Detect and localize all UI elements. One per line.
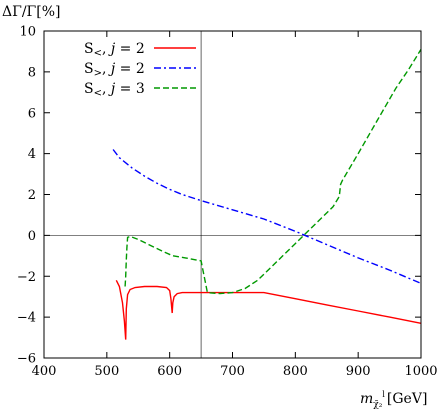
y-tick-label: 2: [28, 188, 36, 203]
legend-label-3: S<, j = 3: [84, 81, 145, 99]
y-tick-label: −4: [17, 311, 36, 326]
series-line-3: [124, 49, 422, 295]
plot-frame: [43, 30, 422, 359]
x-tick-label: 500: [94, 364, 119, 379]
series-line-2: [112, 149, 422, 285]
axis-ticks: 400 500 600 700 800 900 1000 −6 −4 −2 0 2 4 6 8 10: [17, 25, 438, 380]
plot-border: [43, 30, 422, 359]
y-tick-label: 8: [28, 65, 36, 80]
y-tick-label: −2: [17, 270, 36, 285]
y-tick-label: 4: [28, 147, 36, 162]
y-tick-label: −6: [17, 352, 36, 367]
series-lines: [112, 49, 422, 340]
series-line-1: [115, 279, 422, 340]
x-tick-label: 400: [32, 364, 57, 379]
x-tick-label: 800: [283, 364, 308, 379]
legend-label-2: S>, j = 2: [84, 61, 145, 79]
y-tick-label: 10: [19, 25, 36, 40]
y-axis-title: ΔΓ/Γ[%]: [2, 4, 60, 20]
x-axis-title: mχ̃₂l [GeV]: [360, 390, 427, 409]
legend: S<, j = 2 S>, j = 2 S<, j = 3: [84, 41, 196, 99]
x-tick-label: 1000: [404, 364, 437, 379]
x-tick-label: 900: [346, 364, 371, 379]
x-tick-label: 600: [157, 364, 182, 379]
y-tick-label: 6: [28, 106, 36, 121]
legend-label-1: S<, j = 2: [84, 41, 145, 59]
reference-lines: [44, 31, 421, 358]
x-tick-label: 700: [220, 364, 245, 379]
y-tick-label: 0: [28, 229, 36, 244]
